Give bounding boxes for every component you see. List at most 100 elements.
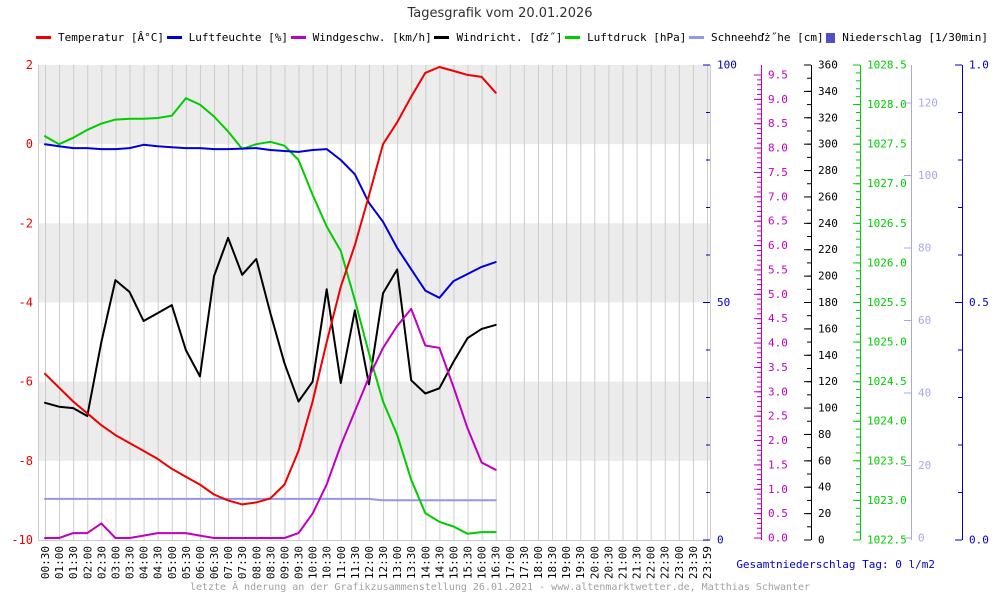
pressure-axis-tick-label: 1023.5	[867, 454, 907, 467]
x-axis-tick-label: 15:00	[447, 546, 460, 579]
snow-axis-tick-label: 120	[918, 97, 938, 110]
x-axis-tick-label: 10:30	[321, 546, 334, 579]
x-axis-tick-label: 22:30	[659, 546, 672, 579]
legend-label: Windgeschw. [km/h]	[312, 31, 432, 44]
x-axis-tick-label: 00:30	[39, 546, 52, 579]
temp-axis-tick-label: -8	[19, 454, 33, 468]
x-axis-tick-label: 07:30	[236, 546, 249, 579]
x-axis-tick-label: 21:30	[631, 546, 644, 579]
humidity-axis-tick-label: 100	[717, 59, 737, 72]
x-axis-tick-label: 17:00	[504, 546, 517, 579]
legend-swatch-icon	[434, 36, 450, 39]
snow-axis-tick-label: 20	[918, 459, 931, 472]
windspeed-axis-tick-label: 2.0	[768, 434, 788, 447]
windspeed-axis-tick-label: 9.5	[768, 68, 788, 81]
pressure-axis-tick-label: 1022.5	[867, 534, 907, 547]
winddir-axis-tick-label: 120	[818, 375, 838, 388]
total-precip-label: Gesamtniederschlag Tag: 0 l/m2	[736, 558, 935, 571]
winddir-axis-tick-label: 280	[818, 164, 838, 177]
legend-swatch-icon	[36, 36, 51, 39]
chart-legend: Temperatur [Â°C] Luftfeuchte [%] Windgesch…	[36, 31, 988, 44]
windspeed-axis-tick-label: 1.5	[768, 458, 788, 471]
x-axis-tick-label: 08:30	[264, 546, 277, 579]
x-axis-tick-label: 12:30	[377, 546, 390, 579]
x-axis-tick-label: 18:30	[546, 546, 559, 579]
plot-band	[38, 223, 710, 303]
winddir-axis-tick-label: 60	[818, 454, 831, 467]
precip-axis-tick-label: 0.0	[969, 534, 989, 547]
x-axis-tick-label: 04:30	[152, 546, 165, 579]
series-winddir-line	[44, 236, 497, 417]
x-axis-tick-label: 19:00	[560, 546, 573, 579]
x-axis-tick-label: 12:00	[363, 546, 376, 579]
x-axis-tick-label: 13:00	[391, 546, 404, 579]
precip-axis-tick-label: 1.0	[969, 59, 989, 72]
windspeed-axis-tick-label: 0.0	[768, 532, 788, 545]
plot-band	[38, 381, 710, 461]
x-axis-tick-label: 20:00	[588, 546, 601, 579]
x-axis-tick-label: 14:30	[433, 546, 446, 579]
windspeed-axis-tick-label: 5.5	[768, 263, 788, 276]
temp-axis-tick-label: 0	[26, 137, 33, 151]
winddir-axis-tick-label: 320	[818, 111, 838, 124]
x-axis-tick-label: 03:30	[124, 546, 137, 579]
page-title: Tagesgrafik vom 20.01.2026	[407, 6, 593, 21]
snow-axis-tick-label: 100	[918, 169, 938, 182]
snow-axis-tick-label: 0	[918, 532, 925, 545]
x-axis-tick-label: 05:00	[166, 546, 179, 579]
snow-axis-tick-label: 60	[918, 314, 931, 327]
windspeed-axis-tick-label: 6.5	[768, 215, 788, 228]
x-axis-tick-label: 14:00	[419, 546, 432, 579]
pressure-axis-tick-label: 1028.5	[867, 58, 907, 71]
x-axis-tick-label: 23:30	[687, 546, 700, 579]
windspeed-axis-tick-label: 8.0	[768, 142, 788, 155]
winddir-axis-tick-label: 200	[818, 270, 838, 283]
x-axis-tick-label: 10:00	[307, 546, 320, 579]
series-pressure-line	[44, 97, 497, 535]
x-axis-tick-label: 13:30	[405, 546, 418, 579]
legend-label: Temperatur [Â°C]	[58, 31, 164, 44]
windspeed-axis-tick-label: 8.5	[768, 117, 788, 130]
winddir-axis-tick-label: 100	[818, 402, 838, 415]
snow-axis-tick-label: 80	[918, 242, 931, 255]
pressure-axis-tick-label: 1026.5	[867, 217, 907, 230]
temp-axis-tick-label: 2	[26, 58, 33, 72]
precip-axis-tick-label: 0.5	[969, 296, 989, 309]
legend-label: Luftfeuchte [%]	[188, 31, 288, 44]
pressure-axis-tick-label: 1026.0	[867, 256, 907, 269]
x-axis-tick-label: 11:00	[335, 546, 348, 579]
x-axis-tick-label: 04:00	[138, 546, 151, 579]
windspeed-axis-tick-label: 2.5	[768, 410, 788, 423]
x-axis-tick-label: 19:30	[574, 546, 587, 579]
legend-item-7: Niederschlag [1/30min]	[826, 31, 988, 44]
x-axis-tick-label: 05:30	[180, 546, 193, 579]
legend-swatch-icon	[166, 36, 182, 39]
legend-swatch-icon	[290, 36, 306, 39]
windspeed-axis-tick-label: 0.5	[768, 507, 788, 520]
windspeed-axis-tick-label: 4.0	[768, 337, 788, 350]
x-axis-tick-label: 18:00	[532, 546, 545, 579]
windspeed-axis-tick-label: 6.0	[768, 239, 788, 252]
winddir-axis-tick-label: 300	[818, 138, 838, 151]
x-axis-tick-label: 16:30	[490, 546, 503, 579]
legend-label: Schneehďż˝he [cm]	[711, 31, 824, 44]
series-temp-line	[44, 66, 497, 506]
winddir-axis-tick-label: 160	[818, 322, 838, 335]
windspeed-axis-tick-label: 9.0	[768, 93, 788, 106]
x-axis-tick-label: 11:30	[349, 546, 362, 579]
legend-item-2: Luftfeuchte [%]	[166, 31, 288, 44]
humidity-axis-tick-label: 50	[717, 296, 730, 309]
pressure-axis-tick-label: 1027.0	[867, 177, 907, 190]
legend-swatch-icon	[826, 32, 836, 43]
winddir-axis-tick-label: 40	[818, 481, 831, 494]
pressure-axis-tick-label: 1024.0	[867, 415, 907, 428]
legend-label: Luftdruck [hPa]	[587, 31, 687, 44]
legend-item-5: Luftdruck [hPa]	[565, 31, 686, 44]
winddir-axis-tick-label: 20	[818, 507, 831, 520]
winddir-axis-tick-label: 140	[818, 349, 838, 362]
windspeed-axis-tick-label: 3.5	[768, 361, 788, 374]
pressure-axis-tick-label: 1025.0	[867, 336, 907, 349]
plot-band	[38, 65, 710, 145]
winddir-axis-tick-label: 220	[818, 243, 838, 256]
